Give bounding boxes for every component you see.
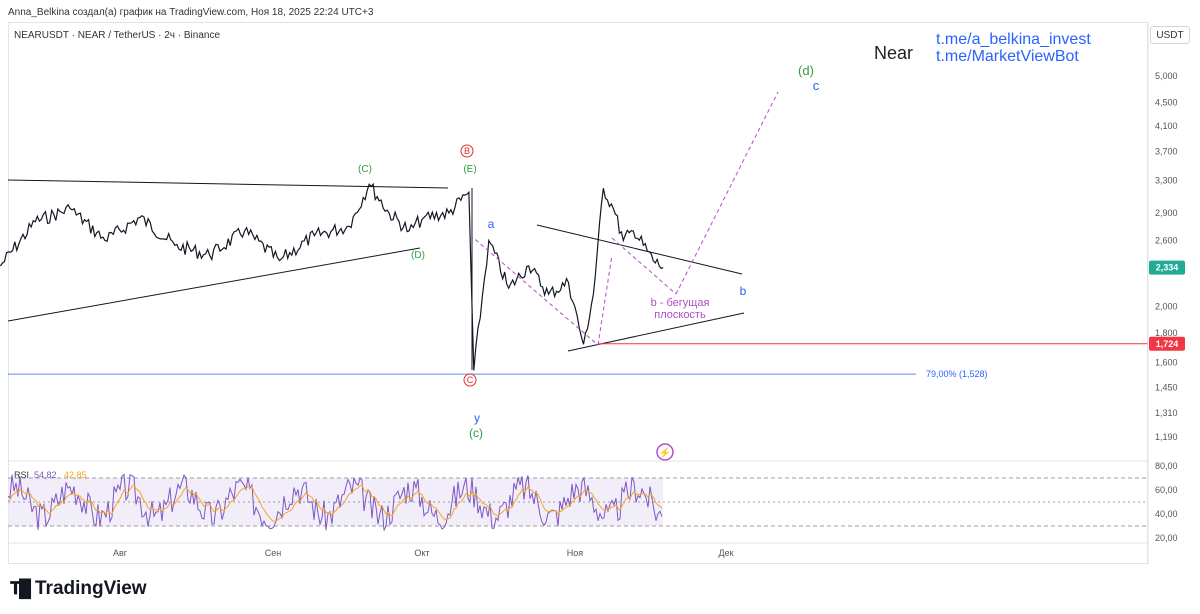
rsi-tick-label: 40,00	[1155, 509, 1178, 519]
price-tick-label: 3,300	[1155, 175, 1178, 185]
price-tick-label: 4,500	[1155, 97, 1178, 107]
wave-label: плоскость	[654, 309, 706, 321]
price-tick-label: 1,600	[1155, 358, 1178, 368]
triangle-lower-line	[7, 247, 421, 322]
price-tick-label: 2,600	[1155, 235, 1178, 245]
triangle-upper-line	[7, 179, 449, 189]
time-tick-label: Сен	[265, 548, 282, 558]
currency-button[interactable]: USDT	[1150, 26, 1190, 44]
price-tag-label: 1,724	[1156, 339, 1179, 349]
wave-path-b	[611, 237, 677, 295]
price-tick-label: 1,450	[1155, 382, 1178, 392]
tradingview-logo[interactable]: 𝐓█ TradingView	[10, 578, 147, 600]
tv-logo-icon: 𝐓█	[10, 579, 31, 598]
price-tag	[1149, 260, 1185, 275]
time-tick-label: Окт	[414, 548, 429, 558]
wave-projection	[675, 91, 779, 295]
price-series-line	[0, 182, 664, 371]
price-tick-label: 1,190	[1155, 432, 1178, 442]
rsi-value: 54,82	[34, 470, 57, 480]
watermark-link-2[interactable]: t.me/MarketViewBot	[936, 48, 1079, 65]
author-line: Anna_Belkina создал(а) график на Trading…	[8, 7, 374, 18]
rsi-line	[7, 473, 663, 531]
wave-label: y	[474, 411, 480, 425]
flat-upper-line	[536, 224, 743, 275]
watermark-name: Near	[874, 43, 914, 63]
lightning-icon	[656, 443, 674, 461]
wave-path-down	[469, 234, 599, 346]
rsi-ma-value: 42,85	[64, 470, 87, 480]
rsi-title: RSI	[14, 470, 29, 480]
wave-label: a	[488, 217, 495, 231]
price-tag-label: 2,334	[1156, 263, 1179, 273]
fib-level-label: 79,00% (1,528)	[926, 369, 988, 379]
price-tick-label: 1,310	[1155, 408, 1178, 418]
price-tick-label: 2,900	[1155, 208, 1178, 218]
logo-text: TradingView	[35, 578, 147, 599]
wave-label: (d)	[798, 63, 814, 78]
wave-label: b	[740, 284, 747, 298]
watermark-links: t.me/a_belkina_invest t.me/MarketViewBot	[936, 31, 1091, 65]
rsi-tick-label: 80,00	[1155, 461, 1178, 471]
wave-label: (C)	[358, 164, 372, 175]
price-tick-label: 5,000	[1155, 71, 1178, 81]
wave-label: b - бегущая	[651, 297, 710, 309]
symbol-title[interactable]: NEARUSDT · NEAR / TetherUS · 2ч · Binanc…	[14, 30, 221, 41]
wave-path-up	[597, 254, 613, 346]
wave-circle-marker	[460, 144, 474, 158]
wave-label: (E)	[463, 164, 476, 175]
wave-label: B	[464, 146, 470, 156]
time-tick-label: Авг	[113, 548, 128, 558]
lightning-glyph: ⚡	[659, 446, 671, 459]
wave-label: (c)	[469, 426, 483, 440]
rsi-ma-line	[7, 483, 663, 523]
wave-label: (D)	[411, 250, 425, 261]
price-tick-label: 4,100	[1155, 121, 1178, 131]
price-tick-label: 1,800	[1155, 328, 1178, 338]
wave-label: c	[813, 78, 820, 93]
watermark-link-1[interactable]: t.me/a_belkina_invest	[936, 31, 1091, 48]
wave-circle-marker	[463, 373, 477, 387]
price-tick-label: 3,700	[1155, 147, 1178, 157]
price-tick-label: 2,000	[1155, 301, 1178, 311]
rsi-tick-label: 60,00	[1155, 485, 1178, 495]
time-tick-label: Дек	[718, 548, 733, 558]
time-tick-label: Ноя	[567, 548, 584, 558]
rsi-tick-label: 20,00	[1155, 533, 1178, 543]
wave-label: C	[467, 375, 474, 385]
price-tag	[1149, 336, 1185, 351]
